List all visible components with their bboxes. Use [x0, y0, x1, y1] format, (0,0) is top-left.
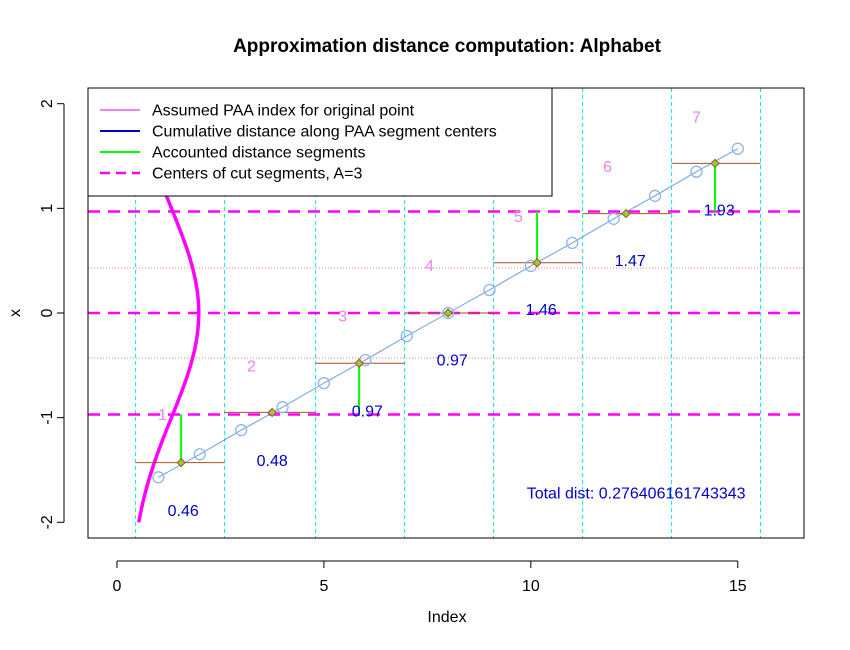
y-tick-label-3: 1 — [39, 204, 56, 213]
distance-label-2: 0.97 — [352, 404, 383, 421]
data-point-3 — [234, 424, 248, 437]
data-point-4 — [276, 401, 289, 414]
segment-number-5: 5 — [514, 209, 523, 226]
data-point-1 — [152, 471, 165, 484]
gaussian-curve — [137, 186, 201, 523]
data-point-13 — [648, 189, 662, 202]
paa-center-1 — [267, 407, 277, 418]
data-point-14 — [690, 165, 703, 178]
data-point-5 — [317, 376, 331, 390]
accounted-segments — [180, 163, 717, 463]
cut-lines — [88, 210, 804, 416]
data-point-11 — [566, 236, 579, 250]
data-point-9 — [483, 283, 496, 297]
normal-curve — [137, 186, 201, 523]
x-tick-label-1: 5 — [319, 578, 328, 595]
legend: Assumed PAA index for original point Cumu… — [87, 87, 553, 197]
paa-center-6 — [710, 158, 720, 169]
x-tick-label-2: 10 — [522, 578, 540, 595]
y-axis-label: x — [7, 309, 24, 317]
plot-area: 1 2 3 4 5 6 7 0.46 0.48 0.97 0.97 1.46 1.47 1.93 Tot… — [88, 88, 804, 538]
distance-label-5: 1.47 — [615, 253, 646, 270]
paa-center-0 — [176, 457, 186, 468]
distance-label-4: 1.46 — [526, 302, 557, 319]
paa-center-5 — [621, 208, 631, 219]
x-tick-label-3: 15 — [729, 578, 747, 595]
segment-number-4: 4 — [425, 258, 434, 275]
chart-title: Approximation distance computation: Alph… — [233, 36, 662, 57]
data-point-12 — [607, 212, 620, 225]
distance-labels: 0.46 0.48 0.97 0.97 1.46 1.47 1.93 — [168, 203, 735, 520]
legend-box — [87, 87, 553, 197]
distance-label-6: 1.93 — [704, 203, 735, 220]
paa-center-3 — [443, 308, 453, 318]
data-point-8 — [441, 306, 455, 320]
paa-center-4 — [532, 258, 542, 268]
y-tick-label-0: -2 — [39, 515, 56, 529]
y-tick-label-2: 0 — [39, 308, 56, 317]
distance-label-0: 0.46 — [168, 503, 199, 520]
legend-label-1: Cumulative distance along PAA segment ce… — [152, 124, 497, 141]
segment-number-3: 3 — [338, 308, 347, 325]
data-point-15 — [731, 142, 744, 155]
y-tick-label-4: 2 — [39, 99, 56, 108]
y-tick-label-1: -1 — [39, 410, 56, 424]
data-point-2 — [193, 448, 206, 461]
data-point-7 — [400, 329, 413, 343]
legend-label-2: Accounted distance segments — [152, 145, 365, 162]
segment-numbers: 1 2 3 4 5 6 7 — [158, 110, 701, 424]
distance-label-1: 0.48 — [257, 453, 288, 470]
legend-label-3: Centers of cut segments, A=3 — [152, 166, 362, 183]
legend-label-0: Assumed PAA index for original point — [152, 103, 415, 120]
segment-number-1: 1 — [158, 407, 167, 424]
paa-centers — [176, 158, 720, 468]
x-axis-label: Index — [427, 609, 466, 626]
distance-label-3: 0.97 — [437, 352, 468, 369]
paa-center-2 — [354, 358, 364, 368]
x-tick-label-0: 0 — [113, 578, 122, 595]
total-distance-label: Total dist: 0.276406161743343 — [527, 485, 746, 502]
segment-number-6: 6 — [603, 159, 612, 176]
segment-number-7: 7 — [692, 110, 701, 127]
segment-number-2: 2 — [247, 359, 256, 376]
